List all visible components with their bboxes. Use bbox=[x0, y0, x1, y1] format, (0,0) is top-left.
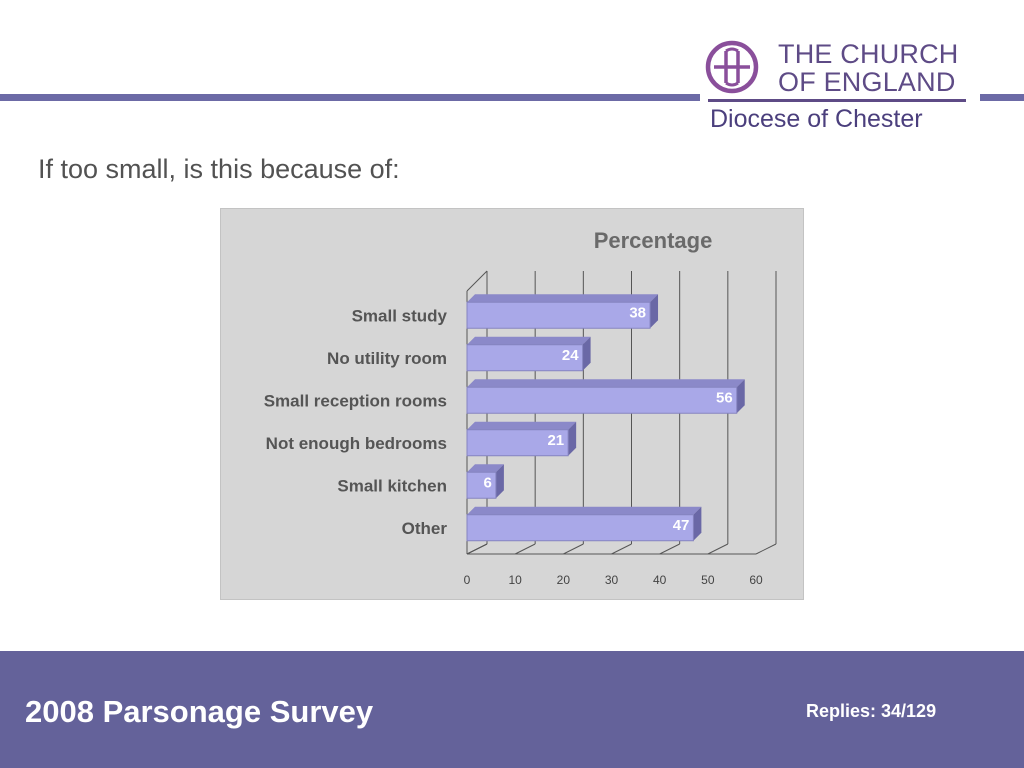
bar bbox=[466, 301, 651, 329]
bar-top bbox=[467, 464, 504, 473]
x-tick-label: 40 bbox=[653, 573, 667, 587]
category-label: No utility room bbox=[327, 349, 447, 368]
bar-top bbox=[467, 336, 591, 345]
slide-heading: If too small, is this because of: bbox=[38, 154, 400, 184]
x-tick-label: 10 bbox=[508, 573, 522, 587]
x-tick-label: 20 bbox=[557, 573, 571, 587]
bar bbox=[466, 344, 584, 372]
header-rule-left bbox=[0, 94, 700, 101]
bar bbox=[466, 429, 569, 457]
floor-gridline bbox=[466, 543, 488, 555]
bar-top bbox=[467, 294, 659, 303]
data-label: 24 bbox=[562, 347, 579, 364]
chart-panel: Percentage 38 Small study 24 No utility room… bbox=[220, 208, 804, 600]
church-of-england-logo: THE CHURCH OF ENGLAND Diocese of Chester bbox=[704, 36, 968, 136]
category-label: Not enough bedrooms bbox=[266, 434, 447, 453]
bar-side bbox=[582, 336, 591, 371]
logo-text-line-2: OF ENGLAND bbox=[778, 67, 956, 97]
x-tick-label: 60 bbox=[749, 573, 763, 587]
category-label: Other bbox=[402, 519, 448, 538]
chart-title: Percentage bbox=[594, 228, 713, 253]
bar bbox=[466, 386, 738, 414]
footer-bar: 2008 Parsonage Survey Replies: 34/129 bbox=[0, 651, 1024, 768]
floor-gridline bbox=[755, 543, 777, 555]
bar-side bbox=[568, 421, 577, 456]
bar-side bbox=[650, 294, 659, 329]
x-tick-label: 0 bbox=[464, 573, 471, 587]
category-label: Small reception rooms bbox=[264, 391, 447, 410]
bar-side bbox=[693, 506, 702, 541]
footer-title: 2008 Parsonage Survey bbox=[25, 694, 374, 729]
data-label: 56 bbox=[716, 389, 733, 406]
logo-divider bbox=[708, 99, 966, 102]
data-label: 38 bbox=[629, 304, 646, 321]
bar-top bbox=[467, 506, 702, 515]
floor-gridline bbox=[707, 543, 729, 555]
footer-replies: Replies: 34/129 bbox=[806, 701, 937, 721]
category-label: Small kitchen bbox=[337, 476, 447, 495]
bar bbox=[466, 471, 497, 499]
floor-gridline bbox=[514, 543, 536, 555]
floor-gridline bbox=[659, 543, 680, 555]
floor-gridline bbox=[611, 543, 632, 555]
bar-side bbox=[736, 379, 745, 414]
x-tick-label: 30 bbox=[605, 573, 619, 587]
data-label: 21 bbox=[547, 432, 564, 449]
header-rule-right bbox=[980, 94, 1024, 101]
axis-left-top-edge bbox=[466, 270, 488, 292]
floor-gridline bbox=[563, 543, 584, 555]
bar-chart: Percentage 38 Small study 24 No utility room… bbox=[264, 228, 777, 587]
bar bbox=[466, 514, 694, 542]
data-label: 47 bbox=[673, 517, 690, 534]
category-label: Small study bbox=[352, 306, 448, 325]
bar-side bbox=[495, 464, 504, 499]
cross-circle-icon bbox=[705, 40, 759, 94]
logo-diocese-text: Diocese of Chester bbox=[710, 105, 923, 133]
bar-top bbox=[467, 421, 577, 430]
logo-text-line-1: THE CHURCH bbox=[778, 39, 959, 69]
x-tick-label: 50 bbox=[701, 573, 715, 587]
data-label: 6 bbox=[484, 474, 492, 491]
bar-top bbox=[467, 379, 745, 388]
